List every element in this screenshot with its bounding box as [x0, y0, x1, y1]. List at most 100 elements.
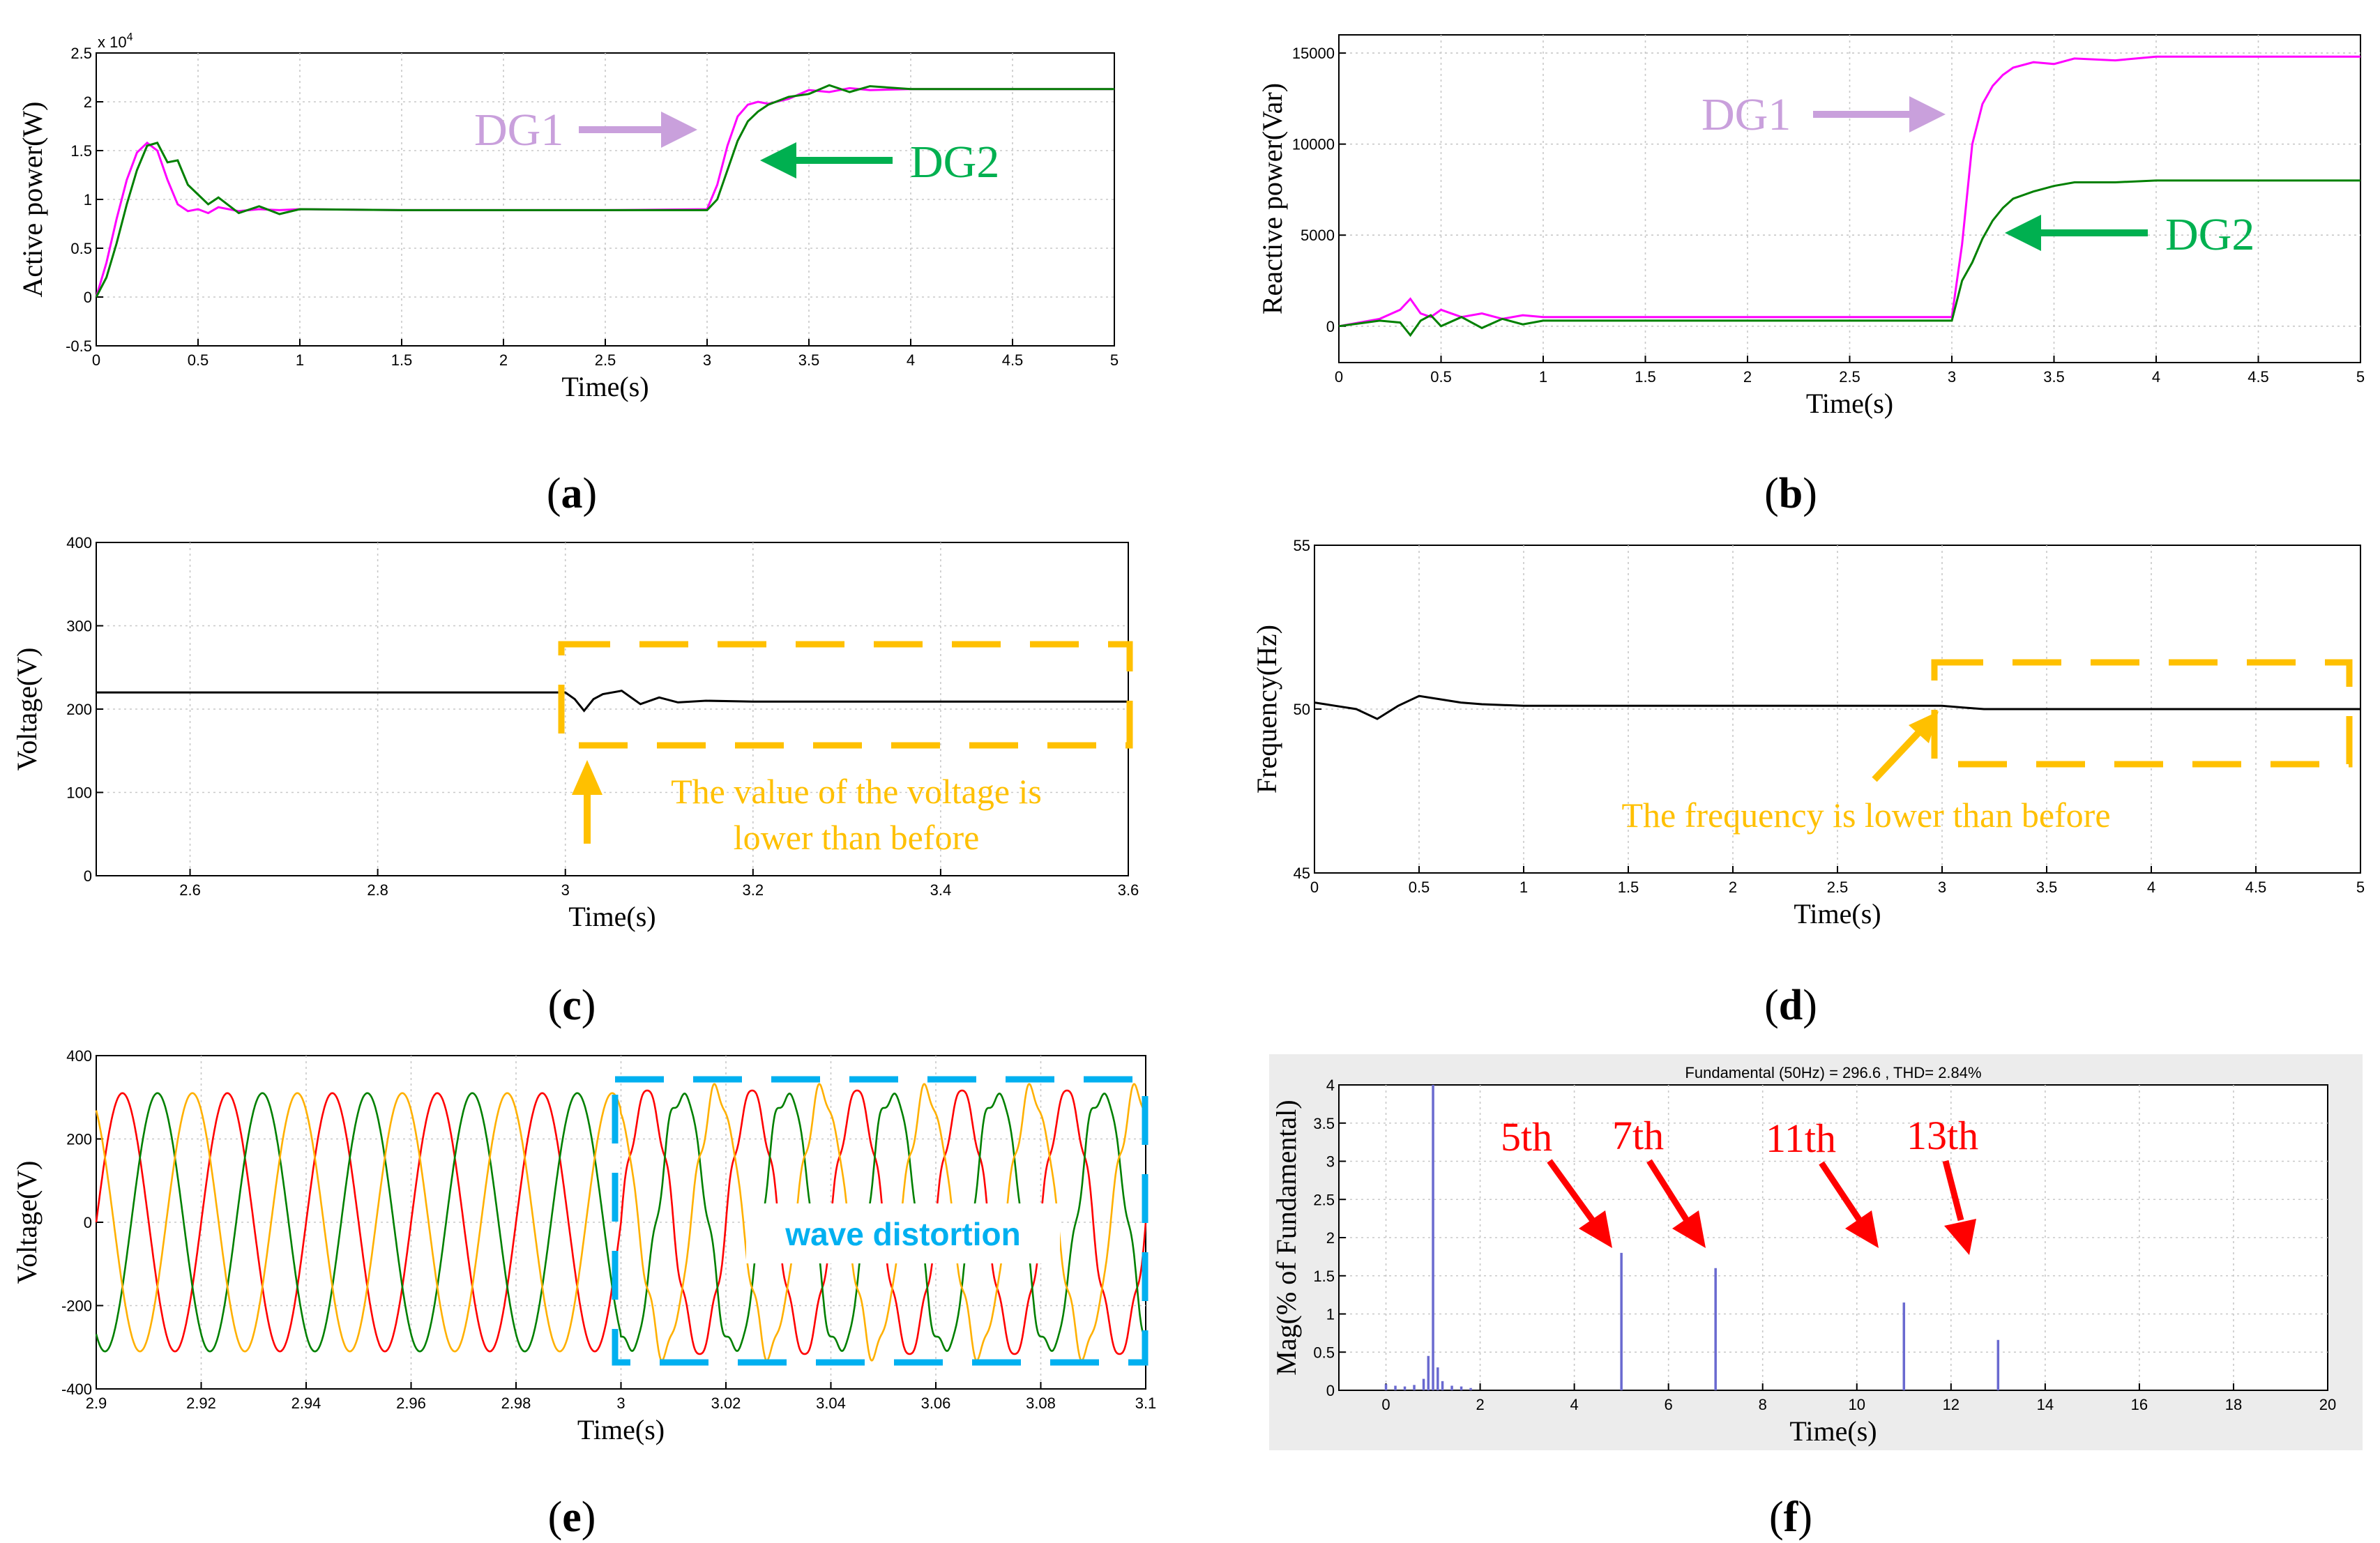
- arrowhead-f-5th: [1579, 1210, 1612, 1248]
- x-tick-label-b: 3.5: [2043, 368, 2065, 386]
- x-tick-label-d: 1: [1519, 879, 1528, 896]
- x-tick-label-f: 6: [1665, 1396, 1673, 1413]
- arrowhead-f-7th: [1672, 1210, 1706, 1248]
- y-tick-label-d: 45: [1294, 865, 1310, 882]
- series-line-c-voltage: [96, 690, 1128, 713]
- y-tick-label-b: 5000: [1301, 227, 1335, 244]
- y-tick-label-a: 0.5: [70, 240, 92, 257]
- y-tick-label-f: 3.5: [1313, 1115, 1335, 1132]
- x-tick-label-a: 5: [1110, 351, 1119, 369]
- plot-area-f: [1338, 1084, 2328, 1391]
- arrowhead-f-13th: [1944, 1219, 1976, 1255]
- x-tick-label-b: 2.5: [1839, 368, 1860, 386]
- y-tick-label-f: 2.5: [1313, 1191, 1335, 1208]
- x-tick-label-c: 3.2: [743, 881, 764, 899]
- y-tick-label-c: 300: [66, 618, 92, 635]
- distortion-box-e: [612, 1076, 1149, 1366]
- x-tick-label-e: 3.1: [1135, 1394, 1157, 1412]
- x-tick-label-d: 0.5: [1409, 879, 1430, 896]
- x-tick-label-b: 4.5: [2248, 368, 2269, 386]
- distortion-label-bg: [746, 1203, 1060, 1263]
- y-tick-label-a: 2.5: [70, 45, 92, 62]
- x-tick-label-d: 0: [1310, 879, 1319, 896]
- annotation-e: wave distortion: [785, 1216, 1020, 1252]
- y-tick-label-a: 1: [84, 191, 92, 208]
- caption-b: (b): [1764, 470, 1817, 517]
- exponent-power-a: 4: [127, 31, 133, 43]
- arrowhead-a-dg1: [661, 112, 697, 148]
- caption-a: (a): [547, 470, 597, 517]
- arrow-f-5th: [1547, 1159, 1596, 1224]
- y-tick-label-c: 400: [66, 534, 92, 552]
- highlight-box-c: [558, 641, 1133, 749]
- chart-b: 0 0.5 1 1.5 2 2.5 3 3.5 4 4.5 5 0 5000 10000 15000 Time…: [1257, 34, 2365, 419]
- arrowhead-a-dg2: [760, 142, 796, 178]
- x-tick-label-d: 3: [1938, 879, 1946, 896]
- x-tick-label-e: 3.08: [1026, 1394, 1056, 1412]
- y-tick-label-f: 1: [1326, 1306, 1335, 1323]
- x-tick-label-a: 3.5: [798, 351, 820, 369]
- x-tick-label-a: 0.5: [188, 351, 209, 369]
- x-tick-label-a: 4.5: [1002, 351, 1024, 369]
- x-axis-label-b: Time(s): [1806, 388, 1893, 419]
- y-tick-label-c: 100: [66, 784, 92, 802]
- y-axis-label-a: Active power(W): [17, 102, 48, 298]
- x-tick-label-f: 4: [1570, 1396, 1578, 1413]
- x-tick-label-f: 0: [1381, 1396, 1390, 1413]
- chart-a: 0 0.5 1 1.5 2 2.5 3 3.5 4 4.5 5-0.500.511.522.5Tim…: [17, 31, 1119, 402]
- y-tick-label-f: 0: [1326, 1382, 1335, 1399]
- x-tick-label-f: 18: [2225, 1396, 2242, 1413]
- series-line-b-dg2: [1338, 179, 2360, 337]
- y-tick-label-d: 55: [1294, 537, 1310, 554]
- arrow-f-7th: [1646, 1159, 1690, 1224]
- x-tick-label-e: 2.94: [291, 1394, 321, 1412]
- y-tick-label-f: 3: [1326, 1153, 1335, 1171]
- phase-line-a: [95, 1089, 1147, 1355]
- y-tick-label-f: 0.5: [1313, 1344, 1335, 1361]
- phase-line-c: [95, 1083, 1147, 1362]
- arrowhead-d: [1909, 711, 1939, 743]
- x-tick-label-c: 3: [561, 881, 570, 899]
- arrowhead-f-11th: [1845, 1210, 1879, 1248]
- x-tick-label-f: 2: [1476, 1396, 1484, 1413]
- x-axis-label-f: Time(s): [1789, 1415, 1877, 1447]
- y-axis-label-d: Frequency(Hz): [1251, 625, 1282, 793]
- y-axis-label-e: Voltage(V): [11, 1161, 43, 1284]
- y-tick-label-a: 2: [84, 93, 92, 111]
- x-tick-label-c: 3.6: [1118, 881, 1139, 899]
- x-tick-label-f: 12: [1943, 1396, 1960, 1413]
- x-tick-label-d: 4: [2147, 879, 2155, 896]
- caption-f: (f): [1769, 1493, 1812, 1541]
- caption-e: (e): [548, 1493, 596, 1541]
- y-tick-label-c: 200: [66, 701, 92, 718]
- x-tick-label-b: 5: [2356, 368, 2365, 386]
- x-tick-label-d: 2.5: [1827, 879, 1849, 896]
- x-tick-label-e: 2.9: [86, 1394, 107, 1412]
- arrowhead-b-dg2: [2005, 215, 2041, 251]
- x-tick-label-a: 1: [296, 351, 304, 369]
- x-tick-label-b: 3: [1948, 368, 1956, 386]
- y-tick-label-e: -200: [61, 1298, 92, 1315]
- x-tick-label-b: 1.5: [1635, 368, 1656, 386]
- x-tick-label-d: 2: [1729, 879, 1737, 896]
- x-tick-label-d: 4.5: [2245, 879, 2267, 896]
- y-tick-label-b: 0: [1326, 318, 1335, 335]
- charts: 0 0.5 1 1.5 2 2.5 3 3.5 4 4.5 5-0.500.511.522.5Tim…: [11, 31, 2365, 1447]
- y-tick-label-b: 10000: [1292, 136, 1335, 153]
- y-axis-label-b: Reactive power(Var): [1257, 83, 1288, 314]
- y-tick-label-f: 1.5: [1313, 1268, 1335, 1285]
- x-tick-label-d: 5: [2356, 879, 2365, 896]
- annotation-d: The frequency is lower than before: [1621, 796, 2110, 835]
- x-tick-label-f: 16: [2131, 1396, 2148, 1413]
- x-tick-label-f: 8: [1759, 1396, 1767, 1413]
- x-tick-label-b: 2: [1743, 368, 1752, 386]
- y-tick-label-e: 400: [66, 1047, 92, 1065]
- arrowhead-c: [572, 760, 602, 795]
- y-tick-label-a: 0: [84, 289, 92, 306]
- y-tick-label-f: 2: [1326, 1229, 1335, 1247]
- chart-f: 0 2 4 6 8 10 12 14 16 18 20 0 0.5 1 1.5 2 2.5 3 3.5 4 Time(s…: [1271, 1064, 2336, 1447]
- series-line-d-frequency: [1314, 694, 2360, 720]
- arrowhead-b-dg1: [1909, 96, 1946, 132]
- x-tick-label-b: 0.5: [1430, 368, 1452, 386]
